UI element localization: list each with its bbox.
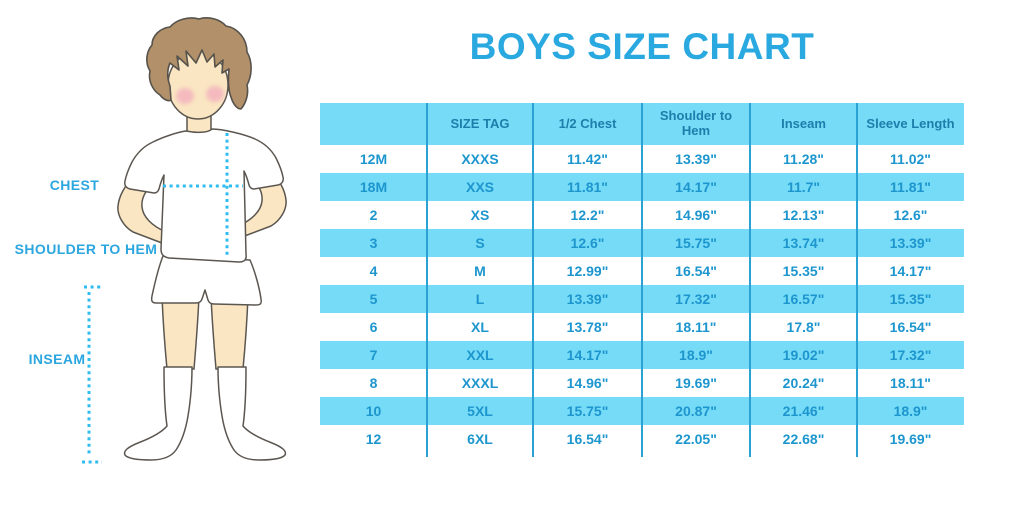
column-divider xyxy=(641,103,643,457)
size-value-cell: 14.96" xyxy=(675,207,717,223)
boy-illustration: CHEST SHOULDER TO HEM INSEAM xyxy=(0,0,340,512)
shoulder-to-hem-label: SHOULDER TO HEM xyxy=(14,241,158,257)
row-size-label: 18M xyxy=(359,179,388,195)
size-value-cell: 14.17" xyxy=(566,347,609,363)
size-value-cell: 11.81" xyxy=(890,179,931,195)
size-value-cell: 12.13" xyxy=(782,207,825,223)
size-value-cell: 15.75" xyxy=(566,403,609,419)
size-value-cell: 20.24" xyxy=(782,375,825,391)
size-value-cell: XXXS xyxy=(461,151,499,167)
row-size-label: 8 xyxy=(369,375,378,391)
size-value-cell: 12.6" xyxy=(893,207,928,223)
size-value-cell: 15.35" xyxy=(782,263,825,279)
row-size-label: 12M xyxy=(359,151,388,167)
boy-cheek-left xyxy=(176,88,194,104)
row-size-label: 6 xyxy=(369,319,378,335)
size-value-cell: S xyxy=(475,235,485,251)
column-divider xyxy=(532,103,534,457)
size-value-cell: 18.11" xyxy=(890,375,931,391)
size-value-cell: 16.54" xyxy=(675,263,717,279)
size-value-cell: 15.35" xyxy=(889,291,932,307)
size-value-cell: 22.68" xyxy=(782,431,825,447)
column-header: 1/2 Chest xyxy=(558,115,617,131)
size-value-cell: XXS xyxy=(465,179,494,195)
size-value-cell: 12.2" xyxy=(570,207,605,223)
size-value-cell: 17.32" xyxy=(675,291,717,307)
size-value-cell: 16.54" xyxy=(889,319,932,335)
size-value-cell: 17.8" xyxy=(786,319,821,335)
column-header: Shoulder to Hem xyxy=(659,108,733,138)
size-value-cell: 14.17" xyxy=(675,179,717,195)
size-value-cell: 13.74" xyxy=(782,235,825,251)
size-value-cell: XXL xyxy=(466,347,494,363)
size-value-cell: 11.81" xyxy=(567,179,608,195)
boy-cheek-right xyxy=(206,86,224,102)
size-value-cell: 14.17" xyxy=(889,263,932,279)
boy-shirt xyxy=(124,128,284,263)
size-value-cell: 18.9" xyxy=(893,403,928,419)
size-value-cell: 14.96" xyxy=(566,375,609,391)
size-value-cell: XL xyxy=(471,319,489,335)
row-size-label: 5 xyxy=(369,291,378,307)
size-value-cell: 19.02" xyxy=(782,347,825,363)
size-value-cell: 18.9" xyxy=(679,347,713,363)
boy-legs xyxy=(161,295,249,370)
row-size-label: 7 xyxy=(369,347,378,363)
row-size-label: 12 xyxy=(365,431,382,447)
inseam-label: INSEAM xyxy=(28,351,86,367)
size-value-cell: 18.11" xyxy=(675,319,717,335)
inseam-measure-line xyxy=(82,285,102,464)
size-value-cell: 13.78" xyxy=(566,319,609,335)
size-value-cell: 20.87" xyxy=(675,403,717,419)
size-value-cell: M xyxy=(474,263,486,279)
size-value-cell: 11.7" xyxy=(786,179,821,195)
size-value-cell: 11.28" xyxy=(783,151,824,167)
size-value-cell: L xyxy=(475,291,485,307)
size-value-cell: 16.54" xyxy=(566,431,609,447)
column-header xyxy=(320,103,427,145)
column-divider xyxy=(856,103,858,457)
size-table: SIZE TAG 1/2 Chest Shoulder to Hem Inseam Sl… xyxy=(320,103,964,457)
boy-hair xyxy=(146,17,252,110)
size-value-cell: 6XL xyxy=(467,431,493,447)
size-value-cell: 13.39" xyxy=(566,291,609,307)
boy-figure-svg xyxy=(82,17,287,464)
column-divider xyxy=(426,103,428,457)
size-value-cell: XS xyxy=(470,207,490,223)
size-value-cell: XXXL xyxy=(461,375,499,391)
column-divider xyxy=(749,103,751,457)
row-size-label: 4 xyxy=(369,263,378,279)
size-value-cell: 11.42" xyxy=(567,151,608,167)
row-size-label: 10 xyxy=(365,403,382,419)
size-value-cell: 21.46" xyxy=(782,403,825,419)
size-value-cell: 16.57" xyxy=(782,291,825,307)
chest-label: CHEST xyxy=(49,177,100,193)
page-title: BOYS SIZE CHART xyxy=(469,26,815,67)
size-value-cell: 11.02" xyxy=(890,151,931,167)
size-value-cell: 13.39" xyxy=(675,151,717,167)
size-value-cell: 15.75" xyxy=(675,235,717,251)
boy-socks xyxy=(123,366,287,461)
column-header: Inseam xyxy=(781,115,826,131)
row-size-label: 2 xyxy=(369,207,378,223)
column-header: SIZE TAG xyxy=(450,115,510,131)
size-value-cell: 12.6" xyxy=(570,235,605,251)
size-value-cell: 5XL xyxy=(467,403,493,419)
size-value-cell: 19.69" xyxy=(675,375,717,391)
size-value-cell: 22.05" xyxy=(675,431,717,447)
row-size-label: 3 xyxy=(369,235,378,251)
size-value-cell: 13.39" xyxy=(889,235,932,251)
size-value-cell: 17.32" xyxy=(889,347,932,363)
column-header: Sleeve Length xyxy=(866,115,955,131)
size-value-cell: 12.99" xyxy=(566,263,609,279)
size-value-cell: 19.69" xyxy=(889,431,932,447)
boy-shorts xyxy=(150,255,262,306)
